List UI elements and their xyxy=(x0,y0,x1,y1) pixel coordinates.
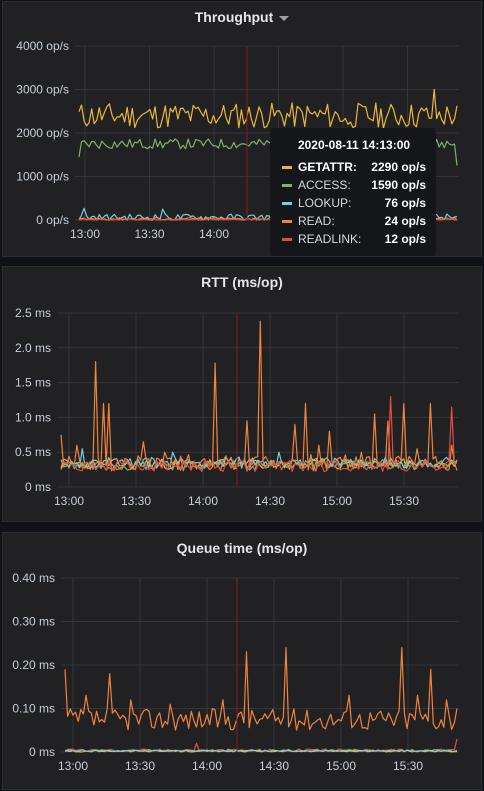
series-tooltip: 2020-08-11 14:13:00 GETATTR: 2290 op/s A… xyxy=(270,128,436,256)
tooltip-row-getattr: GETATTR: 2290 op/s xyxy=(282,158,426,176)
queue-chart[interactable]: 0 ms 0.10 ms 0.20 ms 0.30 ms 0.40 ms 13:00 13:… xyxy=(3,533,481,789)
y-tick-label: 0.5 ms xyxy=(15,445,51,459)
series-line-readlink[interactable] xyxy=(64,738,458,753)
series-swatch xyxy=(282,165,292,169)
x-tick-label: 15:00 xyxy=(326,759,356,773)
y-tick-label: 0.40 ms xyxy=(12,571,55,585)
y-tick-label: 0 op/s xyxy=(36,213,69,227)
tooltip-row-access: ACCESS: 1590 op/s xyxy=(282,176,426,194)
x-tick-label: 14:30 xyxy=(259,759,289,773)
tooltip-row-lookup: LOOKUP: 76 op/s xyxy=(282,194,426,212)
x-tick-label: 13:00 xyxy=(70,227,100,241)
rtt-title[interactable]: RTT (ms/op) xyxy=(201,274,283,290)
x-tick-label: 13:30 xyxy=(125,759,155,773)
series-swatch xyxy=(282,183,292,187)
series-line-lookup[interactable] xyxy=(60,448,458,469)
y-tick-label: 2.0 ms xyxy=(15,341,51,355)
y-tick-label: 2.5 ms xyxy=(15,306,51,320)
series-line-read[interactable] xyxy=(60,320,458,472)
x-tick-label: 13:30 xyxy=(121,494,151,508)
series-swatch xyxy=(282,237,292,241)
x-tick-label: 14:00 xyxy=(192,759,222,773)
series-swatch xyxy=(282,201,292,205)
x-tick-label: 14:00 xyxy=(188,494,218,508)
series-line-getattr[interactable] xyxy=(78,88,458,129)
tooltip-row-readlink: READLINK: 12 op/s xyxy=(282,230,426,248)
y-tick-label: 2000 op/s xyxy=(16,126,69,140)
rtt-chart[interactable]: 0 ms 0.5 ms 1.0 ms 1.5 ms 2.0 ms 2.5 ms 13:00 1… xyxy=(3,267,481,521)
y-tick-label: 0.20 ms xyxy=(12,658,55,672)
y-tick-label: 1.5 ms xyxy=(15,376,51,390)
x-tick-label: 13:00 xyxy=(58,759,88,773)
x-tick-label: 14:30 xyxy=(255,494,285,508)
x-tick-label: 15:30 xyxy=(389,494,419,508)
series-line-lookup[interactable] xyxy=(64,749,458,753)
chevron-down-icon[interactable] xyxy=(279,15,290,21)
queue-title[interactable]: Queue time (ms/op) xyxy=(176,540,308,556)
tooltip-row-read: READ: 24 op/s xyxy=(282,212,426,230)
throughput-panel: Throughput 0 op/s 1000 op/s 2000 op/s 3000 … xyxy=(2,1,482,257)
y-tick-label: 0.10 ms xyxy=(12,702,55,716)
x-tick-label: 15:00 xyxy=(322,494,352,508)
x-tick-label: 13:30 xyxy=(134,227,164,241)
y-tick-label: 0 ms xyxy=(25,480,51,494)
y-tick-label: 0.30 ms xyxy=(12,615,55,629)
y-tick-label: 1000 op/s xyxy=(16,170,69,184)
x-tick-label: 14:00 xyxy=(199,227,229,241)
series-line-readlink[interactable] xyxy=(60,395,458,473)
series-swatch xyxy=(282,219,292,223)
y-tick-label: 3000 op/s xyxy=(16,83,69,97)
tooltip-time: 2020-08-11 14:13:00 xyxy=(297,138,411,152)
y-tick-label: 4000 op/s xyxy=(16,39,69,53)
y-tick-label: 1.0 ms xyxy=(15,410,51,424)
y-tick-label: 0 ms xyxy=(29,745,55,759)
rtt-panel: RTT (ms/op) 0 ms 0.5 ms 1.0 ms 1.5 ms 2.0 ms… xyxy=(2,266,482,522)
series-line-access[interactable] xyxy=(60,458,458,471)
x-tick-label: 15:30 xyxy=(393,759,423,773)
throughput-title[interactable]: Throughput xyxy=(3,9,481,25)
queue-panel: Queue time (ms/op) 0 ms 0.10 ms 0.20 ms 0.3… xyxy=(2,532,482,790)
x-tick-label: 13:00 xyxy=(54,494,84,508)
series-line-read[interactable] xyxy=(64,647,458,731)
